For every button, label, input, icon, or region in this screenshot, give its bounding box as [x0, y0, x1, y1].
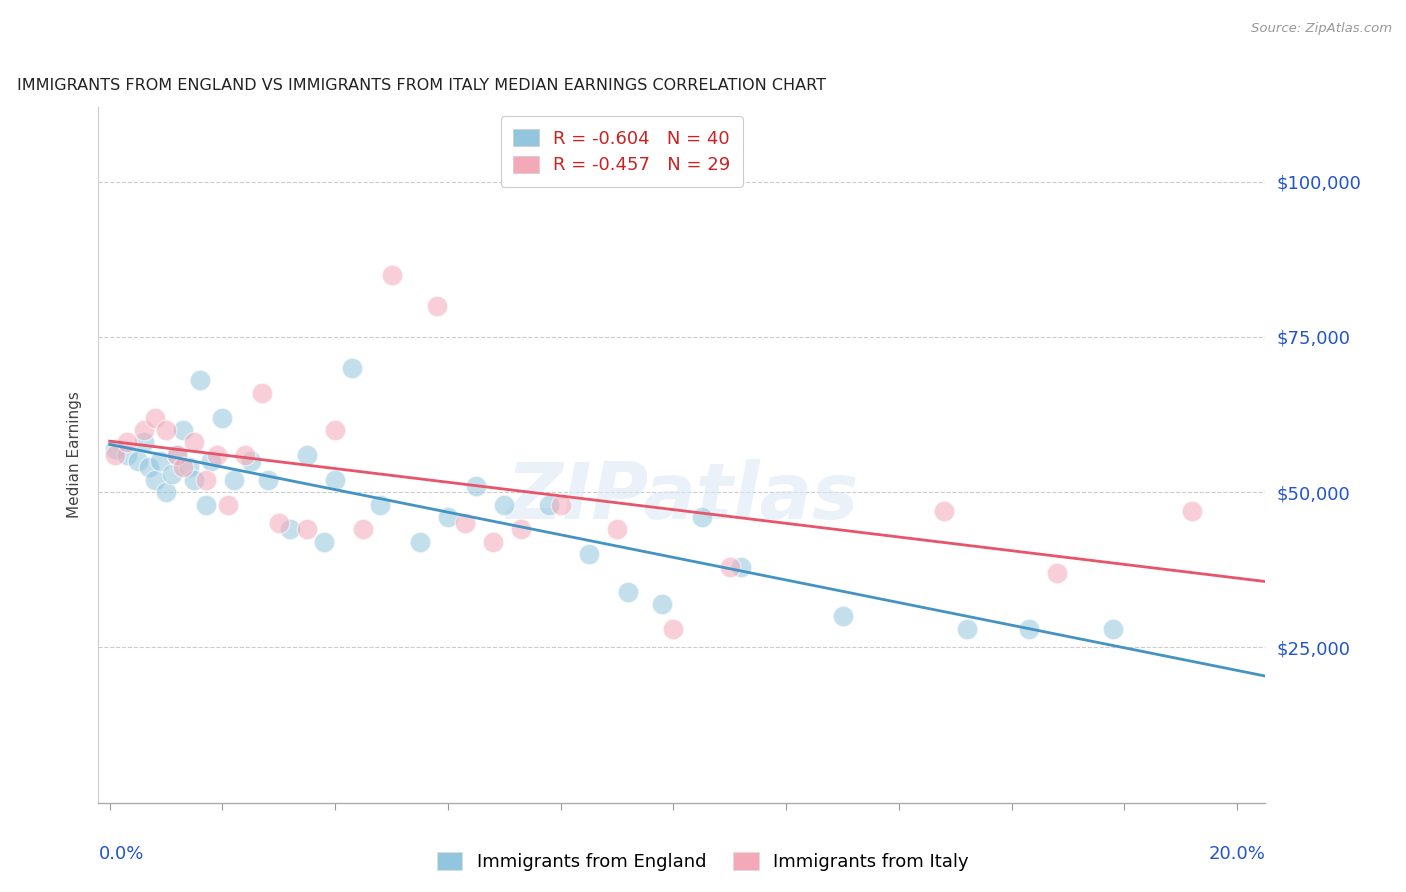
- Point: [115, 448, 138, 462]
- Point: [166, 448, 188, 462]
- Point: [177, 460, 200, 475]
- Point: [183, 435, 205, 450]
- Text: IMMIGRANTS FROM ENGLAND VS IMMIGRANTS FROM ITALY MEDIAN EARNINGS CORRELATION CHA: IMMIGRANTS FROM ENGLAND VS IMMIGRANTS FR…: [17, 78, 825, 94]
- Point: [426, 299, 449, 313]
- Point: [730, 559, 752, 574]
- Point: [831, 609, 853, 624]
- Point: [340, 360, 363, 375]
- Point: [132, 423, 155, 437]
- Point: [194, 498, 217, 512]
- Point: [211, 410, 233, 425]
- Point: [166, 448, 188, 462]
- Point: [149, 454, 172, 468]
- Point: [278, 523, 301, 537]
- Point: [550, 498, 572, 512]
- Point: [115, 435, 138, 450]
- Text: 20.0%: 20.0%: [1209, 845, 1265, 863]
- Point: [104, 448, 127, 462]
- Text: ZIPatlas: ZIPatlas: [506, 458, 858, 534]
- Point: [482, 534, 505, 549]
- Point: [172, 460, 194, 475]
- Point: [494, 498, 516, 512]
- Point: [160, 467, 183, 481]
- Point: [690, 510, 713, 524]
- Point: [352, 523, 374, 537]
- Point: [295, 523, 318, 537]
- Point: [155, 423, 177, 437]
- Point: [651, 597, 673, 611]
- Legend: Immigrants from England, Immigrants from Italy: Immigrants from England, Immigrants from…: [430, 846, 976, 879]
- Point: [267, 516, 290, 531]
- Point: [194, 473, 217, 487]
- Point: [138, 460, 160, 475]
- Point: [217, 498, 239, 512]
- Point: [662, 622, 685, 636]
- Point: [256, 473, 278, 487]
- Point: [172, 423, 194, 437]
- Point: [312, 534, 335, 549]
- Point: [617, 584, 640, 599]
- Point: [295, 448, 318, 462]
- Point: [1046, 566, 1069, 580]
- Text: 0.0%: 0.0%: [98, 845, 143, 863]
- Point: [132, 435, 155, 450]
- Point: [233, 448, 256, 462]
- Point: [409, 534, 432, 549]
- Y-axis label: Median Earnings: Median Earnings: [67, 392, 83, 518]
- Point: [143, 473, 166, 487]
- Point: [222, 473, 245, 487]
- Point: [323, 423, 346, 437]
- Point: [368, 498, 391, 512]
- Point: [188, 373, 211, 387]
- Point: [183, 473, 205, 487]
- Point: [143, 410, 166, 425]
- Point: [1102, 622, 1125, 636]
- Point: [200, 454, 222, 468]
- Point: [250, 385, 273, 400]
- Point: [239, 454, 262, 468]
- Point: [454, 516, 477, 531]
- Point: [437, 510, 460, 524]
- Point: [323, 473, 346, 487]
- Point: [381, 268, 404, 282]
- Point: [578, 547, 600, 561]
- Point: [127, 454, 149, 468]
- Point: [955, 622, 977, 636]
- Point: [104, 442, 127, 456]
- Point: [932, 504, 955, 518]
- Point: [718, 559, 741, 574]
- Legend: R = -0.604   N = 40, R = -0.457   N = 29: R = -0.604 N = 40, R = -0.457 N = 29: [501, 116, 742, 187]
- Text: Source: ZipAtlas.com: Source: ZipAtlas.com: [1251, 22, 1392, 36]
- Point: [1181, 504, 1204, 518]
- Point: [1018, 622, 1040, 636]
- Point: [155, 485, 177, 500]
- Point: [538, 498, 561, 512]
- Point: [465, 479, 488, 493]
- Point: [606, 523, 628, 537]
- Point: [510, 523, 533, 537]
- Point: [205, 448, 228, 462]
